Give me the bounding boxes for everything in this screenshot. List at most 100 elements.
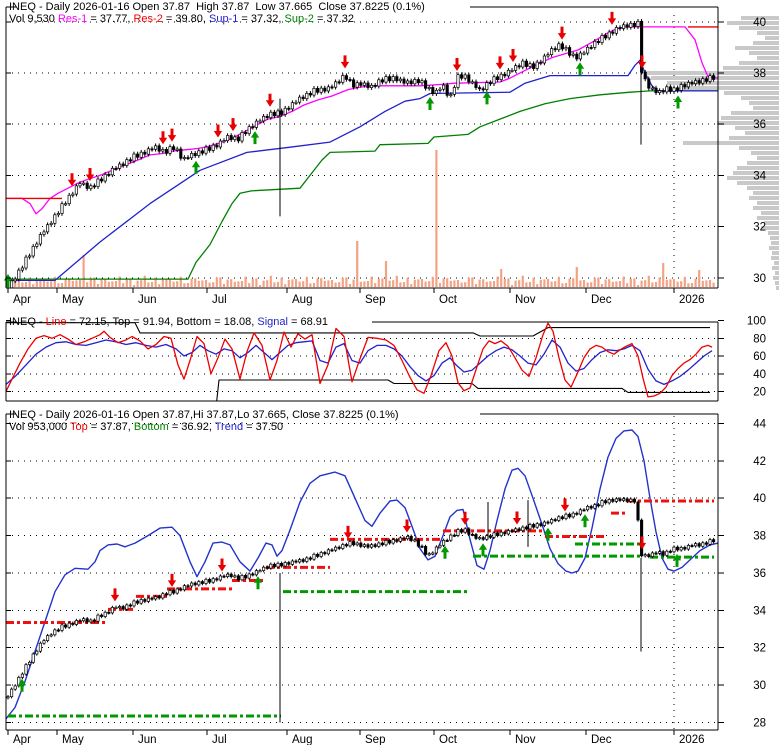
title-segment: INEQ - <box>9 316 46 328</box>
axis-label: Jul <box>212 734 227 745</box>
axis-label: Apr <box>13 294 31 306</box>
trend-panel-candles <box>6 497 716 723</box>
sell-arrow-icon <box>340 55 350 69</box>
sell-arrow-icon <box>228 118 238 132</box>
axis-label: 36 <box>753 568 766 580</box>
trend-panel-subtitle: Vol 953,000 Top = 37.87, Bottom = 36.92,… <box>9 421 283 433</box>
sell-arrow-icon <box>402 519 412 533</box>
axis-label: Dec <box>591 734 612 745</box>
sell-arrow-icon <box>213 124 223 138</box>
buy-arrow-icon <box>478 543 488 557</box>
axis-label: 40 <box>753 17 766 29</box>
title-segment: Line <box>45 316 67 328</box>
sell-arrow-icon <box>495 56 505 70</box>
price-panel-frame: 40 38 36 34 32 30 <box>5 6 767 289</box>
buy-arrow-icon <box>253 576 263 590</box>
sell-arrow-icon <box>607 11 617 25</box>
title-segment: Res-2 <box>133 13 163 25</box>
volume-by-price-histogram <box>644 16 779 290</box>
sell-arrow-icon <box>557 26 567 40</box>
title-segment: = 39.80, <box>162 13 209 25</box>
axis-label: Jul <box>212 294 227 306</box>
title-segment: = 37.77, <box>87 13 134 25</box>
title-segment: = 37.32 <box>313 13 354 25</box>
trend-lines <box>6 429 718 720</box>
buy-arrow-icon <box>482 91 492 105</box>
sell-arrow-icon <box>167 573 177 587</box>
sell-arrow-icon <box>637 55 647 69</box>
axis-label: Sep <box>365 734 385 745</box>
title-segment: = 37.87, <box>87 421 134 433</box>
axis-label: Jun <box>138 734 157 745</box>
axis-label: Dec <box>591 294 612 306</box>
support-resistance-lines <box>6 26 718 282</box>
sell-arrow-icon <box>158 131 168 145</box>
sell-arrow-icon <box>460 511 470 525</box>
axis-label: 38 <box>753 68 766 80</box>
title-segment: Vol 9,530 <box>9 13 58 25</box>
buy-arrow-icon <box>440 545 450 559</box>
axis-label: 80 <box>753 333 766 345</box>
axis-label: 60 <box>753 351 766 363</box>
title-segment: INEQ - Daily 2026-01-16 Open 37.87 High … <box>9 1 425 13</box>
axis-label: 100 <box>747 316 766 328</box>
title-segment: = 72.15, Top = 91.94, Bottom = 18.08, <box>66 316 258 328</box>
buy-arrow-icon <box>17 678 27 692</box>
sell-arrow-icon <box>343 525 353 539</box>
title-segment: Sup-1 <box>209 13 239 25</box>
oscillator-lines <box>6 322 713 401</box>
price-panel-candles <box>7 18 716 288</box>
axis-label: 36 <box>753 119 766 131</box>
title-segment: Res-1 <box>57 13 88 25</box>
axis-label: Aug <box>292 294 312 306</box>
sell-arrow-icon <box>85 168 95 181</box>
axis-label: 42 <box>753 456 766 468</box>
sell-arrow-icon <box>167 128 177 142</box>
sell-arrow-icon <box>265 93 275 107</box>
buy-arrow-icon <box>425 97 435 110</box>
axis-label: May <box>62 294 84 306</box>
buy-arrow-icon <box>250 131 260 145</box>
title-segment: = 36.92, <box>168 421 215 433</box>
title-segment: Signal <box>257 316 288 328</box>
axis-label: Apr <box>13 734 31 745</box>
axis-label: Oct <box>439 294 458 306</box>
axis-label: 34 <box>753 170 766 182</box>
trend-panel-signal-arrows <box>17 498 682 692</box>
axis-label: 32 <box>753 222 766 234</box>
title-segment: Trend <box>214 421 244 433</box>
title-segment: Top <box>69 421 88 433</box>
title-segment: Vol 953,000 <box>9 421 70 433</box>
buy-arrow-icon <box>673 95 683 109</box>
buy-arrow-icon <box>672 553 682 567</box>
sell-arrow-icon <box>508 49 518 62</box>
volume-bars <box>6 150 715 287</box>
x-axis-months: Apr Apr May May Jun Jun Jul Jul Aug Aug Sep Sep Oct O… <box>7 288 705 745</box>
price-panel-signal-arrows <box>3 11 683 287</box>
title-segment: Bottom <box>133 421 169 433</box>
axis-label: 34 <box>753 605 766 617</box>
sell-arrow-icon <box>512 511 522 525</box>
sell-arrow-icon <box>67 173 77 187</box>
title-segment: = 37.50 <box>243 421 284 433</box>
axis-label: May <box>62 734 84 745</box>
oscillator-panel-gridlines <box>6 337 718 393</box>
axis-label: 30 <box>753 273 766 285</box>
trend-panel-frame: 44 42 40 38 36 34 32 30 28 <box>5 413 767 731</box>
buy-arrow-icon <box>543 527 553 541</box>
axis-label: 44 <box>753 418 766 430</box>
axis-label: 20 <box>753 387 766 399</box>
title-segment: INEQ - Daily 2026-01-16 Open 37.87,Hi 37… <box>9 409 399 421</box>
axis-label: 30 <box>753 680 766 692</box>
axis-label: 28 <box>753 718 766 730</box>
axis-label: Nov <box>515 734 536 745</box>
axis-label: 40 <box>753 493 766 505</box>
axis-label: Jun <box>138 294 157 306</box>
axis-label: 38 <box>753 531 766 543</box>
trend-panel-title: INEQ - Daily 2026-01-16 Open 37.87,Hi 37… <box>9 409 399 421</box>
sell-arrow-icon <box>217 558 227 572</box>
axis-label: 2026 <box>679 734 705 745</box>
buy-arrow-icon <box>580 514 590 528</box>
axis-label: Nov <box>515 294 536 306</box>
